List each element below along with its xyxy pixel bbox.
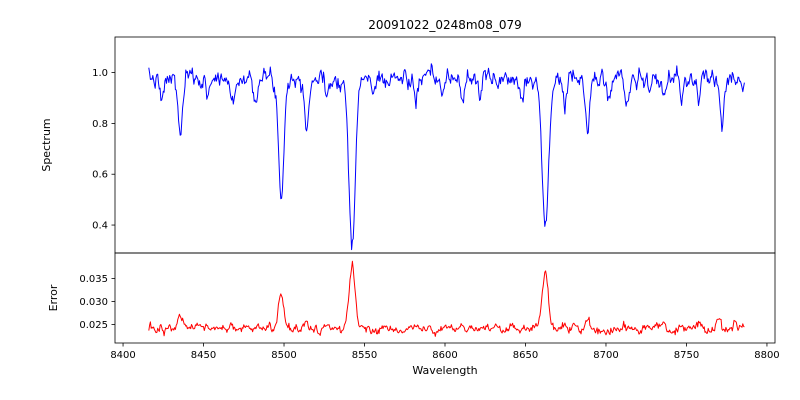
x-axis-label: Wavelength — [412, 364, 477, 377]
spectrum-line — [148, 63, 745, 251]
x-tick-label: 8400 — [110, 350, 135, 361]
x-tick-label: 8450 — [191, 350, 216, 361]
chart-title: 20091022_0248m08_079 — [368, 18, 521, 32]
x-tick-label: 8500 — [271, 350, 296, 361]
spectrum-axes: 0.4 0.6 0.8 1.0 — [92, 36, 776, 254]
y-tick-label: 0.035 — [79, 274, 108, 285]
x-tick-label: 8800 — [754, 350, 779, 361]
error-axes: 0.025 0.030 0.035 8400 8450 8500 8550 8600 8650 8… — [79, 252, 780, 361]
error-line-group — [148, 260, 745, 337]
y-tick-label: 0.025 — [79, 320, 108, 331]
y-tick-label: 0.030 — [79, 297, 108, 308]
y-axis-label-spectrum: Spectrum — [40, 118, 53, 171]
x-tick-label: 8600 — [432, 350, 457, 361]
spectrum-line-group — [148, 63, 745, 251]
x-tick-label: 8550 — [352, 350, 377, 361]
y-tick-label: 0.6 — [92, 170, 108, 181]
y-tick-label: 0.4 — [92, 221, 108, 232]
spectrum-spines — [114, 36, 776, 254]
error-line — [148, 260, 745, 337]
y-tick-label: 1.0 — [92, 68, 108, 79]
y-tick-label: 0.8 — [92, 119, 108, 130]
x-tick-label: 8650 — [513, 350, 538, 361]
y-axis-label-error: Error — [47, 284, 60, 311]
x-tick-label: 8750 — [674, 350, 699, 361]
x-tick-label: 8700 — [593, 350, 618, 361]
